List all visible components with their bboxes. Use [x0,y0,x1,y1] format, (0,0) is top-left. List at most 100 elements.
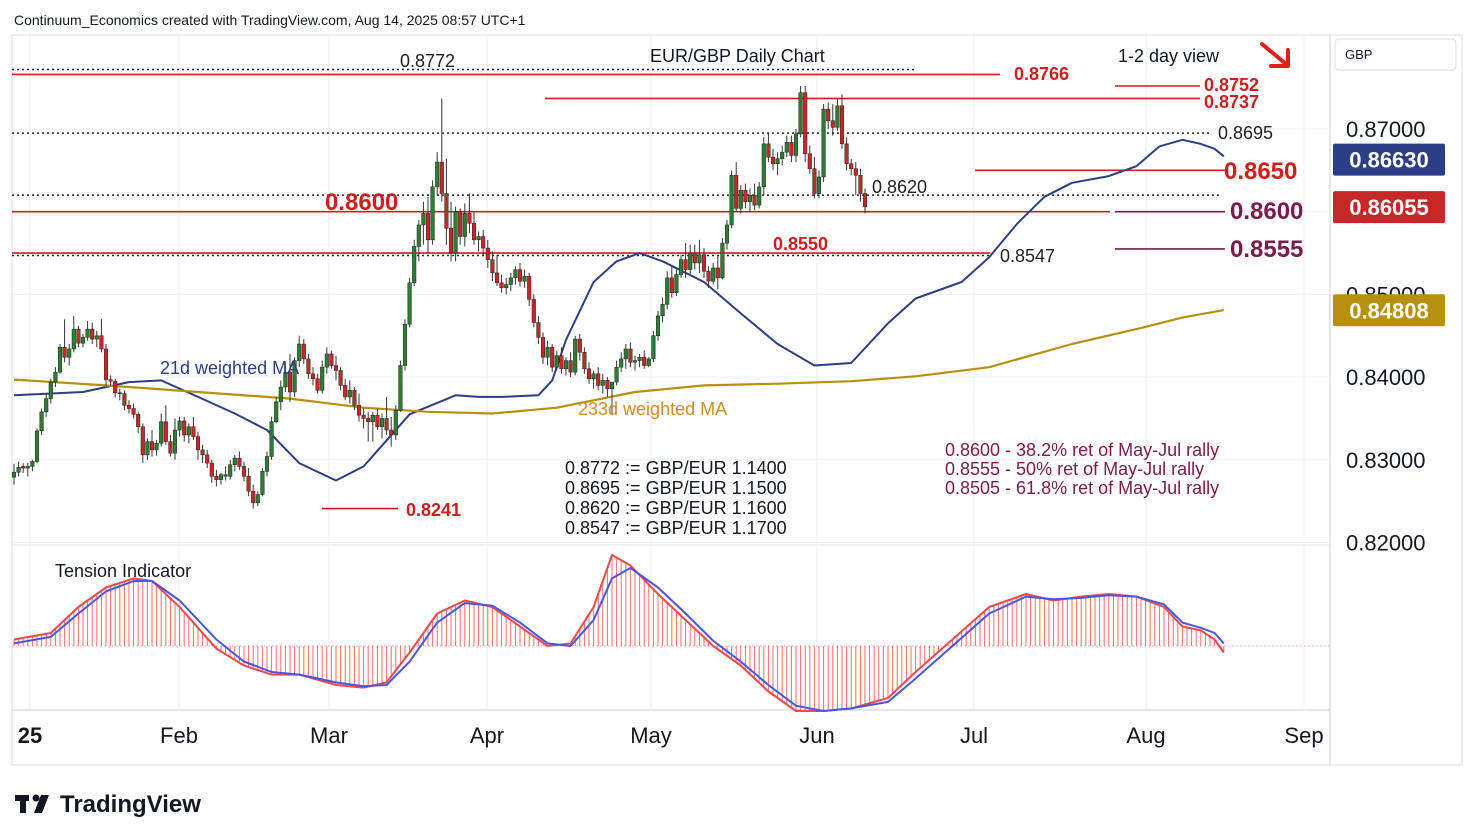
candle [554,350,559,371]
candle [356,393,362,422]
candle-body [283,371,288,388]
gbp-eur-note: 0.8695 := GBP/EUR 1.1500 [565,478,787,498]
candle-body [67,348,72,358]
candle [103,344,109,386]
candle-body [591,373,596,380]
candle [844,137,849,171]
candle-body [660,304,665,317]
candle [812,157,817,199]
candle-body [384,418,389,431]
candle-body [471,223,477,241]
candle-body [195,436,201,451]
candle [140,423,145,464]
candle [182,416,187,442]
candle [747,188,753,212]
candle [826,102,831,129]
candle-body [435,161,440,188]
candle [333,355,339,381]
candle-body [324,353,329,368]
candle [269,416,274,460]
retracement-note: 0.8555 - 50% ret of May-Jul rally [945,459,1204,479]
candle [660,297,665,323]
candle-body [448,227,454,254]
candle [99,319,104,353]
currency-selector[interactable] [1334,38,1457,71]
candle-body [527,275,532,300]
candle [605,377,610,397]
candle [48,378,53,404]
candle [287,353,293,402]
candle-body [798,92,803,135]
candle [697,239,702,273]
candle [623,344,628,369]
candle-body [504,284,509,289]
candle [62,319,67,363]
candle-body [44,398,49,413]
currency-label: GBP [1345,47,1372,62]
candle [435,152,440,196]
candle [315,373,320,394]
candle-body [246,476,251,492]
candle [536,315,541,345]
level-label-08772: 0.8772 [400,51,455,71]
candle-body [439,161,444,194]
candle-body [738,189,743,209]
candle-body [85,328,90,338]
candle [117,388,122,401]
candle-body [826,108,831,121]
candle-body [596,373,601,386]
candle-body [30,461,35,467]
candle-body [389,429,394,436]
candle-body [260,471,265,495]
x-tick-label: 25 [18,723,42,748]
candle [770,148,776,171]
candle-body [366,418,371,423]
candle [379,413,385,439]
y-tick-label: 0.82000 [1346,531,1426,556]
candle-body [393,409,398,436]
candle-body [136,414,141,427]
candle [172,418,178,460]
candle [30,459,35,472]
candle-body [678,259,684,275]
candle [816,170,822,199]
candle-body [623,348,628,360]
candle-body [264,456,270,472]
candle [582,347,587,374]
candle [94,330,99,348]
candle [306,353,311,379]
candle [720,238,725,280]
price-badge-text: 0.84808 [1349,298,1429,323]
gbp-eur-note: 0.8547 := GBP/EUR 1.1700 [565,518,787,538]
candle-body [554,355,559,368]
candle [609,381,615,414]
candle-body [844,143,849,164]
candle-body [237,457,242,467]
candle-body [683,259,688,270]
candle-body [752,194,757,206]
candle [738,185,743,214]
candle-body [71,328,76,350]
candle [563,357,569,376]
candle [251,484,256,509]
candle [596,367,601,391]
candle [154,439,159,456]
candle-body [715,267,720,279]
retracement-note: 0.8600 - 38.2% ret of May-Jul rally [945,440,1219,460]
candle [692,244,697,270]
candle [458,208,463,245]
candle-body [94,335,99,340]
candle [241,461,247,482]
candle-body [517,269,523,282]
candle [398,360,403,412]
candle-body [53,371,58,383]
candle-body [375,414,380,427]
level-label-08241: 0.8241 [406,500,461,520]
candle [724,219,730,250]
candle [232,454,237,472]
candle [821,104,826,182]
candle [329,350,334,369]
candle [347,380,352,404]
candle-body [287,371,293,393]
